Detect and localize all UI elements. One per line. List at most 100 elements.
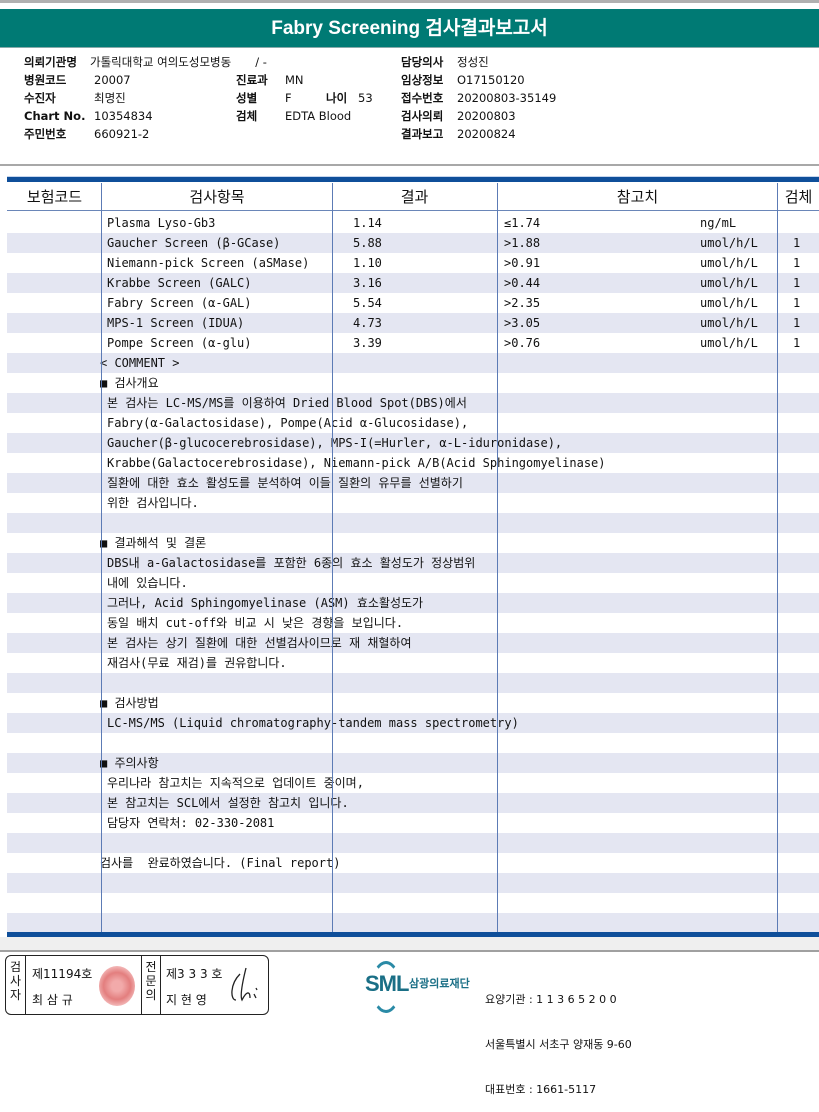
comment-text: 재검사(무료 재검)를 권유합니다. (107, 656, 287, 670)
examiner-name: 최 삼 규 (32, 993, 73, 1007)
divider (0, 164, 819, 166)
comment-text: 그러나, Acid Sphingomyelinase (ASM) 효소활성도가 (107, 596, 424, 610)
comment-line (7, 673, 819, 693)
header-insurance-code: 보험코드 (7, 183, 102, 211)
comment-line: 본 참고치는 SCL에서 설정한 참고치 입니다. (7, 793, 819, 813)
header-reference: 참고치 (497, 183, 778, 211)
header-test-item: 검사항목 (102, 183, 332, 211)
comment-line: 본 검사는 상기 질환에 대한 선별검사이므로 재 채혈하여 (7, 633, 819, 653)
reference-range: >2.35 (504, 296, 541, 310)
unit: umol/h/L (700, 276, 758, 290)
result-row: Gaucher Screen (β-GCase) 5.88 >1.88 umol/h/… (7, 233, 819, 253)
comment-text: 본 검사는 LC-MS/MS를 이용하여 Dried Blood Spot(DB… (107, 396, 467, 410)
logo-arc-icon (371, 961, 401, 1013)
chart-no-value: 10354834 (94, 109, 153, 123)
result-value: 1.14 (353, 216, 382, 230)
institution-value: 가톨릭대학교 여의도성모병동 (90, 55, 232, 69)
unit: umol/h/L (700, 236, 758, 250)
comment-line: ■ 결과해석 및 결론 (7, 533, 819, 553)
receipt-no-value: 20200803-35149 (457, 91, 557, 105)
comment-text: < COMMENT > (100, 356, 180, 370)
sex-value: F (285, 91, 292, 105)
column-divider (777, 183, 778, 932)
comment-text: 검사를 완료하였습니다. (Final report) (100, 856, 341, 870)
reference-range: >0.44 (504, 276, 541, 290)
signature-box: 검사자 제11194호 최 삼 규 전문의 제3 3 3 호 지 현 영 (5, 955, 269, 1015)
comment-text: Gaucher(β-glucocerebrosidase), MPS-I(=Hu… (107, 436, 563, 450)
label-department: 진료과 (236, 73, 268, 87)
result-row: MPS-1 Screen (IDUA) 4.73 >3.05 umol/h/L 1 (7, 313, 819, 333)
comment-line: 검사를 완료하였습니다. (Final report) (7, 853, 819, 873)
resident-no-value: 660921-2 (94, 127, 150, 141)
phone: 대표번호 : 1661-5117 (485, 1083, 597, 1096)
comment-line: Fabry(α-Galactosidase), Pompe(Acid α-Glu… (7, 413, 819, 433)
logo-text: SML (365, 971, 409, 996)
comment-text: 질환에 대한 효소 활성도를 분석하여 이들 질환의 유무를 선별하기 (107, 476, 463, 490)
comment-text: Fabry(α-Galactosidase), Pompe(Acid α-Glu… (107, 416, 469, 430)
specimen-count: 1 (793, 316, 801, 330)
comment-text: ■ 검사개요 (100, 376, 159, 390)
label-receipt-no: 접수번호 (401, 91, 444, 105)
request-date-value: 20200803 (457, 109, 516, 123)
comment-line: ■ 검사개요 (7, 373, 819, 393)
test-item: Gaucher Screen (β-GCase) (107, 236, 281, 250)
comment-text: LC-MS/MS (Liquid chromatography-tandem m… (107, 716, 519, 730)
header-result: 결과 (332, 183, 497, 211)
comment-line: 동일 배치 cut-off와 비교 시 낮은 경향을 보입니다. (7, 613, 819, 633)
reference-range: >0.76 (504, 336, 541, 350)
result-value: 3.39 (353, 336, 382, 350)
result-value: 4.73 (353, 316, 382, 330)
examiner-no: 제11194호 (32, 967, 93, 981)
seal-stamp (99, 966, 135, 1006)
comment-line: ■ 주의사항 (7, 753, 819, 773)
comment-text: ■ 결과해석 및 결론 (100, 536, 207, 550)
report-title: Fabry Screening 검사결과보고서 (0, 9, 819, 48)
label-chart-no: Chart No. (24, 109, 86, 123)
comment-line: 내에 있습니다. (7, 573, 819, 593)
signature-image (231, 967, 258, 1002)
comment-text: ■ 검사방법 (100, 696, 159, 710)
test-item: Krabbe Screen (GALC) (107, 276, 252, 290)
column-divider (332, 183, 333, 932)
label-clinical-info: 임상정보 (401, 73, 444, 87)
physician-name: 지 현 영 (166, 993, 207, 1007)
comment-line: Gaucher(β-glucocerebrosidase), MPS-I(=Hu… (7, 433, 819, 453)
reference-range: ≤1.74 (504, 216, 541, 230)
hospital-code-value: 20007 (94, 73, 131, 87)
result-row: Fabry Screen (α-GAL) 5.54 >2.35 umol/h/L 1 (7, 293, 819, 313)
comment-line (7, 913, 819, 933)
column-divider (497, 183, 498, 932)
result-row: Niemann-pick Screen (aSMase) 1.10 >0.91 umo… (7, 253, 819, 273)
comment-text: ■ 주의사항 (100, 756, 159, 770)
comment-line (7, 873, 819, 893)
comment-line (7, 893, 819, 913)
comment-line: DBS내 a-Galactosidase를 포함한 6종의 효소 활성도가 정상… (7, 553, 819, 573)
comment-text: 본 검사는 상기 질환에 대한 선별검사이므로 재 채혈하여 (107, 636, 412, 650)
comment-line: 담당자 연락처: 02-330-2081 (7, 813, 819, 833)
ward-value: / - (255, 55, 267, 69)
label-request-date: 검사의뢰 (401, 109, 444, 123)
info-middle: 진료과 MN 성별 F 나이 53 검체 EDTA Blood (236, 71, 373, 125)
comment-line: < COMMENT > (7, 353, 819, 373)
column-divider (101, 183, 102, 932)
label-specimen: 검체 (236, 109, 258, 123)
comment-text: 본 참고치는 SCL에서 설정한 참고치 입니다. (107, 796, 349, 810)
patient-value: 최명진 (94, 91, 126, 105)
label-report-date: 결과보고 (401, 127, 444, 141)
specimen-count: 1 (793, 336, 801, 350)
comment-text: Krabbe(Galactocerebrosidase), Niemann-pi… (107, 456, 606, 470)
specimen-count: 1 (793, 236, 801, 250)
comment-text: 우리나라 참고치는 지속적으로 업데이트 중이며, (107, 776, 364, 790)
comment-text: 동일 배치 cut-off와 비교 시 낮은 경향을 보입니다. (107, 616, 404, 630)
label-age: 나이 (326, 91, 348, 105)
unit: umol/h/L (700, 296, 758, 310)
comment-line: 그러나, Acid Sphingomyelinase (ASM) 효소활성도가 (7, 593, 819, 613)
comment-text: 위한 검사입니다. (107, 496, 199, 510)
org-contact: 요양기관 : 1 1 3 6 5 2 0 0 서울특별시 서초구 양재동 9-6… (485, 962, 632, 1112)
age-value: 53 (358, 91, 373, 105)
comment-text: 내에 있습니다. (107, 576, 188, 590)
result-row: Krabbe Screen (GALC) 3.16 >0.44 umol/h/L 1 (7, 273, 819, 293)
info-left: 의뢰기관명 가톨릭대학교 여의도성모병동 / - 병원코드 20007 수진자 최명진 … (24, 53, 267, 143)
top-border (0, 0, 819, 3)
comment-line: 본 검사는 LC-MS/MS를 이용하여 Dried Blood Spot(DB… (7, 393, 819, 413)
